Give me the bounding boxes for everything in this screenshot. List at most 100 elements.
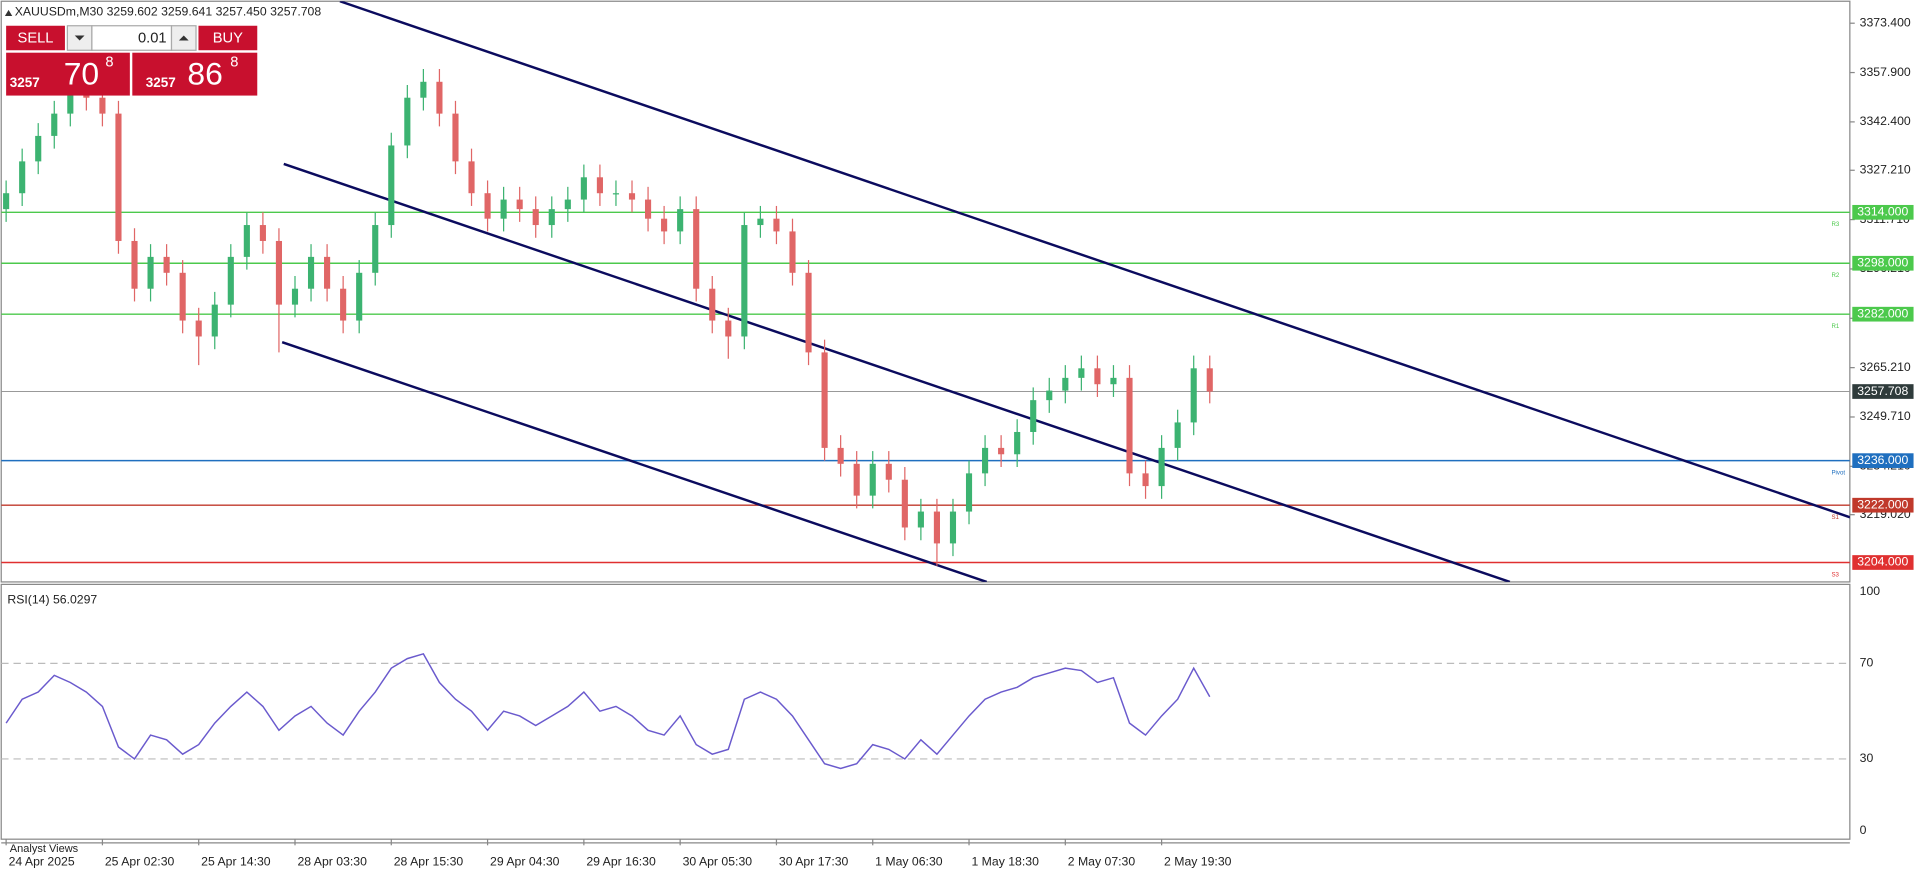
bid-point: 8 (105, 54, 113, 70)
footer: Analyst Views (10, 843, 79, 855)
rsi-pane (0, 583, 1851, 840)
level-tag (1852, 306, 1914, 322)
candle-body (998, 447, 1005, 455)
candle-body (163, 256, 170, 273)
level-name: S3 (1831, 571, 1839, 578)
candle-body (757, 218, 764, 226)
bid-box[interactable] (6, 52, 130, 96)
level-name: R2 (1831, 272, 1839, 279)
level-tag-label: 3236.000 (1857, 453, 1908, 467)
y-tick-label: 3265.210 (1860, 360, 1911, 374)
candle-body (837, 447, 844, 464)
buy-button[interactable] (198, 25, 258, 51)
candle-body (548, 209, 555, 226)
candle-body (901, 479, 908, 528)
candle-body (612, 193, 620, 195)
candle-body (275, 240, 283, 305)
candle-body (933, 511, 940, 544)
candle-body (259, 225, 266, 241)
level-tag (1852, 255, 1914, 271)
candle-body (420, 81, 427, 98)
x-tick-label: 25 Apr 02:30 (105, 855, 175, 869)
candle-body (1078, 368, 1085, 378)
rsi-tick-label: 100 (1860, 584, 1881, 598)
candle-body (1046, 390, 1053, 401)
candle-body (917, 511, 924, 528)
candle-body (532, 209, 539, 226)
level-tag-label: 3314.000 (1857, 205, 1908, 219)
down-arrow (74, 35, 85, 41)
bid-pips: 70 (64, 55, 99, 91)
candle-body (35, 135, 42, 162)
collapse-icon[interactable] (4, 9, 13, 16)
candle-body (340, 288, 347, 321)
y-tick-label: 3327.210 (1860, 162, 1911, 176)
candle-body (452, 113, 459, 162)
candle-body (693, 209, 700, 289)
candle-body (291, 288, 299, 305)
level-tag (1852, 204, 1914, 220)
level-tag (1852, 453, 1914, 468)
candle-body (885, 463, 892, 480)
candle-body (677, 209, 684, 232)
candle-body (869, 463, 876, 496)
ask-point: 8 (230, 54, 238, 70)
y-tick-label: 3342.400 (1860, 114, 1911, 128)
sell-button[interactable] (6, 25, 65, 51)
trade-panel: SELL 0.01 BUY 3257 70 8 3257 86 8 (6, 25, 258, 96)
candle-body (853, 463, 860, 496)
y-tick-label: 3373.400 (1860, 15, 1911, 29)
candle-body (404, 97, 411, 146)
candle-body (1158, 447, 1165, 487)
candle-body (1174, 422, 1181, 448)
candle-body (388, 145, 395, 226)
candle-body (115, 113, 122, 241)
x-tick-label: 29 Apr 16:30 (586, 855, 656, 869)
candle-body (773, 218, 780, 232)
candle-body (580, 177, 587, 200)
candle-body (644, 199, 652, 219)
candle-body (1014, 431, 1021, 455)
candle-body (789, 231, 796, 273)
level-name: R3 (1831, 221, 1839, 228)
candle-body (564, 199, 571, 210)
rsi-line (5, 652, 1211, 770)
x-tick-label: 28 Apr 15:30 (394, 855, 464, 869)
level-tag-label: 3222.000 (1857, 497, 1908, 511)
candle-body (243, 225, 250, 257)
rsi-tick-label: 70 (1860, 656, 1874, 670)
price-plot (1, 1, 1850, 582)
x-tick-label: 1 May 18:30 (971, 855, 1039, 869)
candle-body (949, 511, 957, 544)
candle-body (3, 193, 10, 210)
level-tag (1852, 497, 1914, 513)
candle-body (628, 193, 636, 200)
candle-body (741, 225, 748, 337)
x-tick-label: 2 May 19:30 (1164, 855, 1232, 869)
x-tick-label: 29 Apr 04:30 (490, 855, 560, 869)
rsi-title: RSI(14) 56.0297 (7, 593, 97, 607)
candle-body (965, 473, 973, 512)
candle-body (324, 256, 331, 289)
current-price-label: 3257.708 (1857, 384, 1908, 398)
candle-body (805, 272, 812, 353)
candle-body (516, 199, 523, 210)
candle-body (500, 199, 507, 219)
ask-box[interactable] (132, 52, 258, 96)
level-name: S1 (1831, 514, 1839, 521)
candle-body (19, 161, 26, 194)
x-tick-label: 25 Apr 14:30 (201, 855, 271, 869)
candle-body (211, 304, 218, 337)
current-price-tag (1852, 384, 1914, 399)
candle-body (372, 225, 379, 273)
rsi-tick-label: 30 (1860, 751, 1874, 765)
lot-input[interactable] (91, 25, 173, 51)
candle-body (67, 91, 74, 114)
level-tag (1852, 555, 1914, 570)
candle-body (179, 272, 186, 321)
candle-body (227, 256, 234, 305)
candle-body (195, 320, 202, 337)
buy-label: BUY (213, 30, 243, 46)
y-tick-label: 3357.900 (1860, 65, 1911, 79)
